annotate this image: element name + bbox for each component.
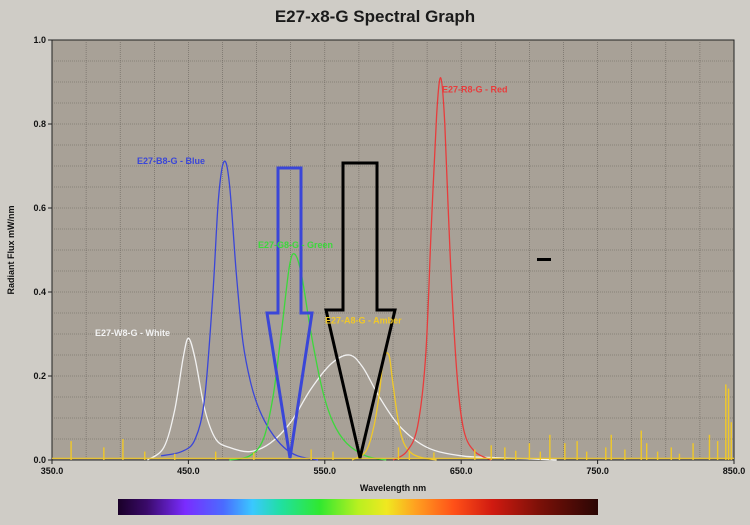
labels: 350.0 450.0 550.0 650.0 750.0 850.0 0.0 0.2 0.4 0…: [6, 35, 745, 493]
series-label: E27-W8-G - White: [95, 328, 170, 338]
blue-arrow: [265, 166, 314, 459]
y-tick-label: 0.8: [33, 119, 46, 129]
grid: [52, 40, 734, 460]
series-layer: [147, 77, 557, 461]
y-tick-label: 0.0: [33, 455, 46, 465]
x-tick-label: 450.0: [177, 466, 200, 476]
black-arrow: [324, 161, 397, 459]
series-label: E27-G8-G - Green: [258, 240, 333, 250]
y-tick-label: 1.0: [33, 35, 46, 45]
y-tick-label: 0.4: [33, 287, 46, 297]
x-tick-label: 650.0: [450, 466, 473, 476]
series-line-white: [147, 337, 557, 461]
series-line-green: [229, 253, 387, 461]
spectrum-bar: [118, 499, 598, 515]
series-label: E27-A8-G - Amber: [325, 315, 402, 325]
series-line-amber: [351, 352, 437, 461]
x-axis-label: Wavelength nm: [360, 483, 426, 493]
series-label: E27-B8-G - Blue: [137, 156, 205, 166]
series-line-red: [392, 77, 492, 461]
marker: [537, 258, 551, 261]
series-label: E27-R8-G - Red: [442, 84, 508, 94]
y-axis-label: Radiant Flux mW/nm: [6, 205, 16, 294]
noise-layer: [52, 384, 734, 460]
y-tick-label: 0.2: [33, 371, 46, 381]
y-tick-label: 0.6: [33, 203, 46, 213]
annotations: [265, 161, 551, 459]
series-line-blue: [160, 160, 319, 461]
chart-title: E27-x8-G Spectral Graph: [274, 7, 476, 26]
x-tick-label: 350.0: [41, 466, 64, 476]
x-tick-label: 850.0: [723, 466, 746, 476]
x-tick-label: 550.0: [314, 466, 337, 476]
x-tick-label: 750.0: [586, 466, 609, 476]
